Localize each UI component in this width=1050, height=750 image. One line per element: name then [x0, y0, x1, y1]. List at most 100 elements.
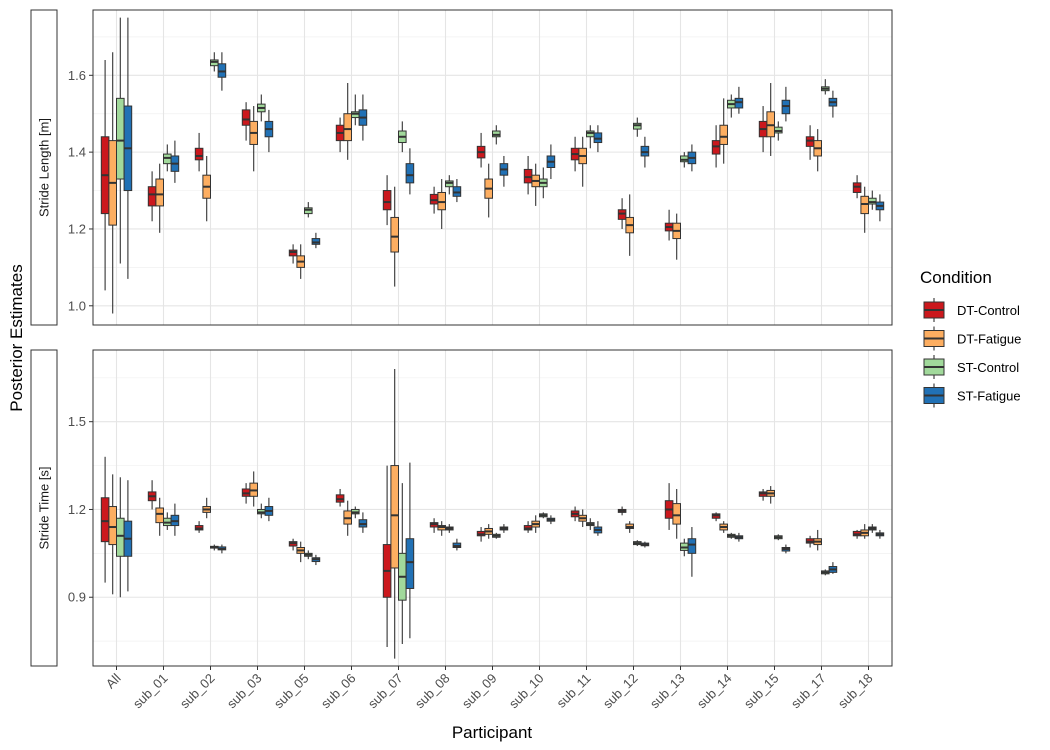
box-st-control — [304, 550, 313, 560]
box-st-fatigue — [405, 148, 415, 195]
box-dt-control — [194, 521, 204, 533]
box-dt-fatigue — [249, 471, 258, 507]
x-tick-label: sub_06 — [318, 671, 359, 712]
facet-strip — [30, 349, 58, 667]
box-st-fatigue — [781, 544, 791, 554]
gridlines — [93, 350, 892, 666]
box-dt-control — [241, 102, 251, 141]
box-dt-fatigue — [860, 186, 870, 233]
box-st-control — [492, 532, 501, 539]
box-st-fatigue — [217, 544, 227, 554]
box-st-control — [210, 52, 219, 72]
box-dt-fatigue — [672, 488, 682, 539]
facet-strip-label: Stride Length [m] — [37, 118, 52, 217]
box-body — [155, 178, 164, 207]
box-dt-fatigue — [813, 529, 823, 551]
legend-entries: DT-Control DT-Fatigue ST-Control ST-Fatigue — [920, 296, 1021, 410]
legend-entry: DT-Control — [920, 296, 1020, 324]
box-dt-control — [711, 512, 721, 522]
box-dt-fatigue — [155, 163, 164, 233]
box-st-control — [727, 94, 736, 118]
box-st-fatigue — [640, 136, 650, 168]
y-tick-label: 1.5 — [68, 414, 86, 429]
box-st-fatigue — [593, 125, 603, 153]
box-dt-fatigue — [578, 509, 588, 528]
box-body — [405, 163, 415, 184]
box-dt-fatigue — [766, 486, 776, 504]
box-st-fatigue — [358, 94, 368, 141]
x-tick-label: sub_10 — [506, 671, 547, 712]
x-tick-label: sub_11 — [554, 671, 594, 711]
y-tick-label: 1.4 — [68, 145, 86, 160]
box-dt-fatigue — [202, 155, 211, 222]
facet-panel: Stride Length [m] 1.0 1.2 1.4 1.6 — [30, 9, 893, 326]
box-st-fatigue — [264, 109, 274, 153]
box-dt-control — [147, 480, 157, 510]
box-st-fatigue — [734, 532, 744, 542]
box-st-fatigue — [499, 155, 509, 187]
box-dt-control — [852, 175, 862, 199]
box-dt-control — [711, 125, 721, 168]
legend-entry: DT-Fatigue — [920, 324, 1021, 353]
box-dt-fatigue — [578, 136, 588, 187]
box-dt-fatigue — [625, 521, 635, 533]
box-st-control — [445, 524, 454, 533]
box-st-control — [868, 524, 877, 533]
box-dt-control — [147, 171, 157, 222]
x-tick-label: sub_13 — [647, 671, 688, 712]
box-dt-control — [335, 488, 345, 507]
x-tick-label: sub_09 — [459, 671, 500, 712]
box-body — [405, 538, 415, 589]
box-st-fatigue — [452, 538, 462, 551]
box-dt-control — [476, 132, 486, 168]
box-dt-fatigue — [155, 497, 164, 536]
x-tick-label: sub_03 — [224, 671, 265, 712]
legend-label: DT-Fatigue — [957, 332, 1021, 347]
box-dt-fatigue — [484, 524, 493, 539]
box-st-fatigue — [546, 144, 556, 180]
box-st-control — [257, 94, 266, 122]
legend-label: ST-Fatigue — [957, 389, 1021, 404]
box-body — [100, 497, 110, 543]
box-st-control — [492, 125, 501, 145]
legend-label: DT-Control — [957, 303, 1020, 318]
box-st-control — [304, 202, 313, 218]
box-dt-control — [194, 132, 204, 172]
x-tick-label: sub_07 — [365, 671, 406, 712]
box-dt-control — [241, 483, 251, 504]
legend: Condition DT-Control DT-Fatigue ST-Control… — [920, 268, 1021, 410]
y-tick-label: 1.0 — [68, 298, 86, 313]
box-dt-fatigue — [390, 186, 399, 287]
x-tick-label: sub_01 — [130, 671, 171, 712]
box-st-fatigue — [123, 480, 133, 592]
x-tick-label: sub_18 — [835, 671, 876, 712]
box-st-fatigue — [123, 17, 133, 279]
box-dt-fatigue — [296, 244, 305, 279]
box-dt-fatigue — [625, 194, 635, 256]
box-dt-fatigue — [766, 82, 776, 156]
box-st-fatigue — [734, 86, 744, 114]
box-st-control — [868, 190, 877, 210]
box-st-fatigue — [828, 90, 838, 118]
x-tick-label: sub_12 — [600, 671, 641, 712]
box-st-control — [445, 175, 454, 195]
x-tick-label: sub_08 — [412, 671, 453, 712]
box-st-fatigue — [781, 86, 791, 122]
x-tick-label: sub_17 — [788, 671, 829, 712]
box-dt-fatigue — [296, 541, 305, 563]
box-st-fatigue — [687, 144, 697, 172]
box-st-fatigue — [640, 541, 650, 548]
panels-layer: Stride Length [m] 1.0 1.2 1.4 1.6 Stride Time… — [30, 9, 893, 667]
box-st-fatigue — [452, 179, 462, 203]
y-tick-label: 1.6 — [68, 68, 86, 83]
box-st-fatigue — [546, 515, 556, 525]
facet-strip — [30, 9, 58, 326]
box-st-control — [774, 534, 783, 541]
box-st-control — [821, 79, 830, 95]
box-body — [194, 147, 204, 161]
box-dt-fatigue — [531, 515, 541, 533]
box-st-control — [398, 121, 407, 153]
box-dt-control — [288, 244, 298, 264]
box-body — [382, 190, 392, 211]
